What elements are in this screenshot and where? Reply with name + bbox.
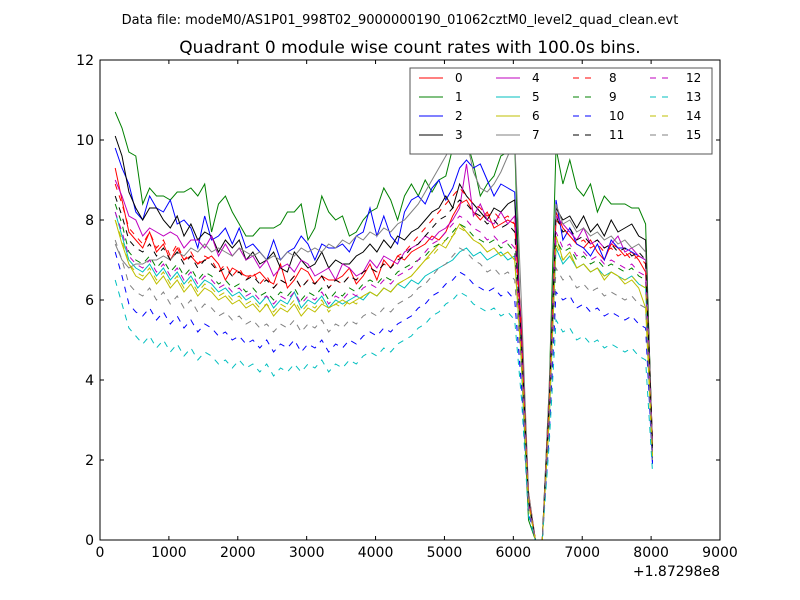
legend-label-15: 15 xyxy=(686,128,701,142)
axis-ticks: 0 1000 2000 3000 4000 5000 6000 7000 8000 9000 0 2 4… xyxy=(76,53,738,561)
legend-label-6: 6 xyxy=(532,109,540,123)
legend-label-2: 2 xyxy=(455,109,463,123)
series-line-15 xyxy=(114,239,653,540)
series-line-11 xyxy=(114,195,653,540)
y-tick-label: 4 xyxy=(85,373,94,389)
series-line-14 xyxy=(114,219,653,540)
y-tick-label: 2 xyxy=(85,453,94,469)
x-offset-label: +1.87298e8 xyxy=(633,564,720,580)
series-line-10 xyxy=(114,251,653,540)
x-tick-label: 5000 xyxy=(427,545,463,561)
legend-label-11: 11 xyxy=(609,128,624,142)
suptitle: Data file: modeM0/AS1P01_998T02_90000001… xyxy=(122,13,679,28)
legend-label-13: 13 xyxy=(686,90,701,104)
series-line-13 xyxy=(114,279,653,540)
y-tick-label: 8 xyxy=(85,213,94,229)
x-tick-label: 3000 xyxy=(289,545,325,561)
legend-label-14: 14 xyxy=(686,109,701,123)
y-tick-label: 10 xyxy=(76,133,94,149)
x-tick-label: 6000 xyxy=(496,545,532,561)
x-tick-label: 1000 xyxy=(151,545,187,561)
y-tick-label: 6 xyxy=(85,293,94,309)
y-tick-label: 0 xyxy=(85,533,94,549)
x-tick-label: 2000 xyxy=(220,545,256,561)
x-tick-label: 4000 xyxy=(358,545,394,561)
y-tick-label: 12 xyxy=(76,53,94,69)
legend-label-5: 5 xyxy=(532,90,540,104)
legend-label-7: 7 xyxy=(532,128,540,142)
series-line-3 xyxy=(114,135,653,540)
series-line-2 xyxy=(114,147,653,540)
x-tick-label: 8000 xyxy=(633,545,669,561)
legend-label-1: 1 xyxy=(455,90,463,104)
legend-label-10: 10 xyxy=(609,109,624,123)
legend-label-8: 8 xyxy=(609,71,617,85)
series-layer xyxy=(114,111,653,540)
legend-label-0: 0 xyxy=(455,71,463,85)
chart-title: Quadrant 0 module wise count rates with … xyxy=(179,38,640,58)
legend-label-4: 4 xyxy=(532,71,540,85)
legend-label-12: 12 xyxy=(686,71,701,85)
x-tick-label: 7000 xyxy=(564,545,600,561)
x-tick-label: 9000 xyxy=(702,545,738,561)
x-tick-label: 0 xyxy=(96,545,105,561)
legend-label-3: 3 xyxy=(455,128,463,142)
legend-box xyxy=(409,67,713,155)
series-line-12 xyxy=(114,211,653,540)
series-line-7 xyxy=(114,131,653,540)
series-line-1 xyxy=(114,111,653,540)
legend-label-9: 9 xyxy=(609,90,617,104)
